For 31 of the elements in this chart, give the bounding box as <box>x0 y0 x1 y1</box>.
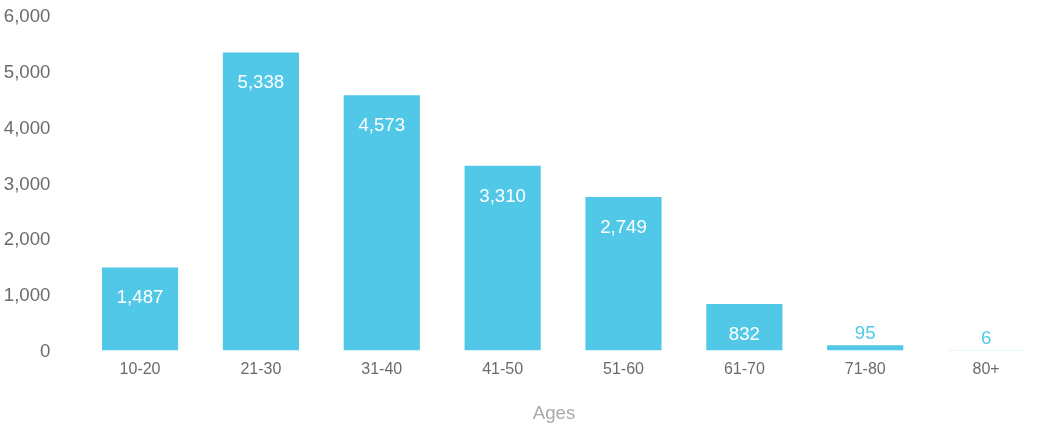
bar <box>101 267 179 351</box>
y-tick-label: 2,000 <box>3 228 51 250</box>
data-label: 6 <box>980 327 992 349</box>
x-tick-label: 61-70 <box>723 359 765 377</box>
bar <box>706 304 783 351</box>
bar <box>343 95 420 351</box>
bar <box>464 165 541 351</box>
data-label: 832 <box>728 323 760 345</box>
data-label: 5,338 <box>237 71 285 93</box>
x-tick-label: 51-60 <box>603 359 645 377</box>
data-label: 2,749 <box>600 216 647 238</box>
bar <box>827 345 904 351</box>
y-tick-label: 0 <box>40 340 51 361</box>
y-tick-label: 1,000 <box>3 284 51 306</box>
x-tick-label: 10-20 <box>119 359 161 377</box>
x-axis-title: Ages <box>532 401 576 423</box>
y-tick-label: 6,000 <box>3 5 51 26</box>
x-tick-label: 80+ <box>972 359 1000 377</box>
y-tick-label: 4,000 <box>3 116 51 138</box>
y-tick-label: 3,000 <box>3 172 51 194</box>
y-tick-label: 5,000 <box>3 60 51 82</box>
data-label: 3,310 <box>479 184 526 206</box>
data-label: 4,573 <box>358 114 406 136</box>
x-tick-label: 41-50 <box>482 359 524 377</box>
data-label: 95 <box>854 322 876 344</box>
x-tick-label: 31-40 <box>361 359 403 377</box>
x-tick-label: 71-80 <box>844 359 886 377</box>
bar <box>222 52 299 351</box>
bar <box>585 197 662 351</box>
data-label: 1,487 <box>116 286 164 308</box>
x-tick-label: 21-30 <box>240 359 282 377</box>
